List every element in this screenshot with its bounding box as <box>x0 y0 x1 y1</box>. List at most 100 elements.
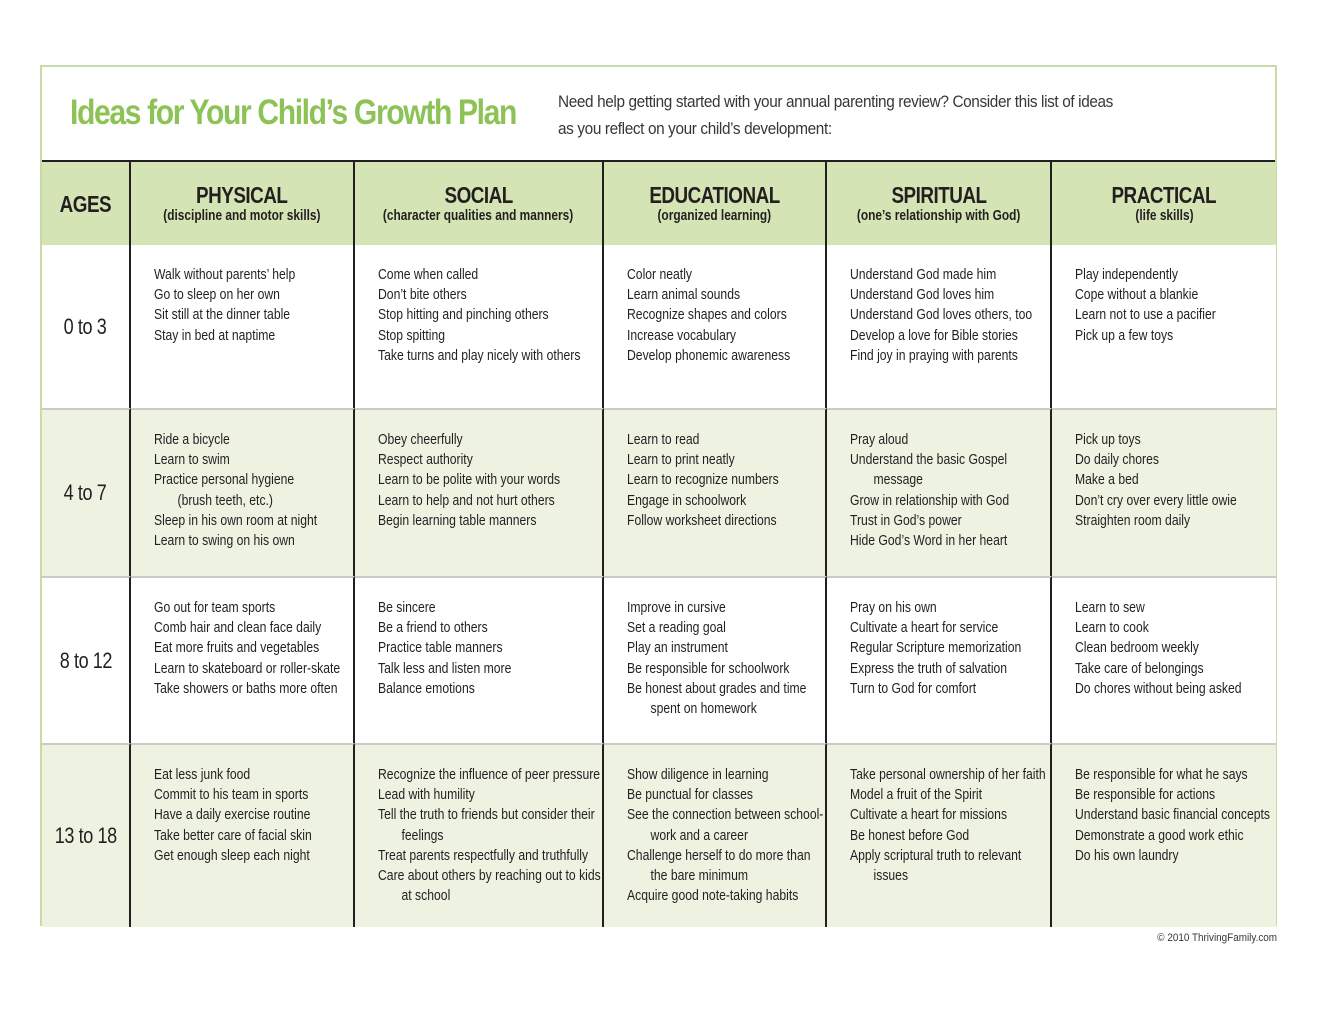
list-item: Ride a bicycle <box>154 432 230 448</box>
list-item: Be responsible for what he says <box>1075 767 1248 783</box>
educational-cell: Improve in cursive Set a reading goal Pl… <box>604 576 827 743</box>
list-item: Pray aloud <box>850 432 909 448</box>
list-item: Understand God loves others, too <box>850 307 1033 324</box>
list-item: Care about others by reaching out to kid… <box>378 868 601 885</box>
educational-list: Learn to read Learn to print neatly Lear… <box>627 430 825 531</box>
spiritual-cell: Take personal ownership of her faith Mod… <box>827 743 1052 927</box>
list-item: Take showers or baths more often <box>154 680 338 697</box>
list-item: Come when called <box>378 267 479 283</box>
list-item-continuation: (brush teeth, etc.) <box>177 492 273 509</box>
list-item: Learn to cook <box>1075 620 1149 637</box>
page-title: Ideas for Your Child’s Growth Plan <box>70 93 517 132</box>
list-item: Express the truth of salvation <box>850 660 1008 677</box>
practical-cell: Play independently Cope without a blanki… <box>1052 245 1276 408</box>
list-item: Recognize the influence of peer pressure <box>378 767 601 783</box>
list-item: Model a fruit of the Spirit <box>850 787 983 804</box>
list-item: Sit still at the dinner table <box>154 307 291 324</box>
educational-list: Color neatly Learn animal sounds Recogni… <box>627 265 825 366</box>
list-item-continuation: work and a career <box>650 827 749 844</box>
list-item-continuation: the bare minimum <box>650 868 748 885</box>
list-item: Understand basic financial concepts <box>1075 807 1270 824</box>
list-item: Get enough sleep each night <box>154 847 310 864</box>
physical-cell: Walk without parents’ help Go to sleep o… <box>131 245 355 408</box>
list-item: Be honest about grades and time <box>627 680 807 697</box>
age-label: 13 to 18 <box>54 823 117 848</box>
header-educational-label: EDUCATIONAL <box>649 181 780 208</box>
list-item: Obey cheerfully <box>378 432 463 448</box>
header-practical-sub: (life skills) <box>1134 207 1194 224</box>
list-item: Learn to swim <box>154 452 230 469</box>
list-item: Take better care of facial skin <box>154 827 312 844</box>
list-item: Be a friend to others <box>378 620 488 637</box>
list-item: Eat less junk food <box>154 767 251 783</box>
physical-list: Eat less junk food Commit to his team in… <box>154 765 353 866</box>
list-item: Learn to sew <box>1075 600 1145 616</box>
list-item: Straighten room daily <box>1075 512 1191 529</box>
list-item: Develop phonemic awareness <box>627 347 791 364</box>
age-cell-0-to-3: 0 to 3 <box>42 245 131 408</box>
list-item: Sleep in his own room at night <box>154 512 318 529</box>
age-label: 0 to 3 <box>64 313 107 339</box>
list-item: Stay in bed at naptime <box>154 327 276 344</box>
list-item: Learn to skateboard or roller-skate <box>154 660 341 677</box>
list-item-continuation: feelings <box>401 827 444 844</box>
list-item: Cultivate a heart for missions <box>850 807 1008 824</box>
educational-list: Show diligence in learning Be punctual f… <box>627 765 825 906</box>
practical-cell: Learn to sew Learn to cook Clean bedroom… <box>1052 576 1276 743</box>
educational-cell: Learn to read Learn to print neatly Lear… <box>604 408 827 576</box>
list-item: Make a bed <box>1075 472 1139 489</box>
list-item: Trust in God’s power <box>850 512 962 529</box>
list-item: Begin learning table manners <box>378 512 537 529</box>
age-label: 8 to 12 <box>59 647 112 673</box>
spiritual-list: Understand God made him Understand God l… <box>850 265 1050 366</box>
header-educational: EDUCATIONAL (organized learning) <box>604 162 827 245</box>
list-item: Stop spitting <box>378 327 446 344</box>
list-item: Understand the basic Gospel <box>850 452 1008 469</box>
list-item-continuation: issues <box>873 868 909 885</box>
list-item: Learn to be polite with your words <box>378 472 561 489</box>
list-item: Balance emotions <box>378 680 475 697</box>
list-item: Pick up toys <box>1075 432 1141 448</box>
list-item: Practice table manners <box>378 640 503 657</box>
list-item: Do his own laundry <box>1075 847 1179 864</box>
educational-list: Improve in cursive Set a reading goal Pl… <box>627 598 825 719</box>
header-social-label: SOCIAL <box>444 181 513 208</box>
list-item: Pray on his own <box>850 600 937 616</box>
physical-list: Walk without parents’ help Go to sleep o… <box>154 265 353 346</box>
intro-text: Need help getting started with your annu… <box>558 89 1190 143</box>
list-item: Be sincere <box>378 600 436 616</box>
list-item: Grow in relationship with God <box>850 492 1010 509</box>
social-cell: Come when called Don’t bite others Stop … <box>355 245 604 408</box>
list-item: Set a reading goal <box>627 620 726 637</box>
header-physical-sub: (discipline and motor skills) <box>163 207 321 224</box>
age-cell-8-to-12: 8 to 12 <box>42 576 131 743</box>
educational-cell: Color neatly Learn animal sounds Recogni… <box>604 245 827 408</box>
header-physical: PHYSICAL (discipline and motor skills) <box>131 162 355 245</box>
list-item: Pick up a few toys <box>1075 327 1174 344</box>
list-item: Find joy in praying with parents <box>850 347 1018 364</box>
list-item: See the connection between school- <box>627 807 824 824</box>
list-item: Eat more fruits and vegetables <box>154 640 320 657</box>
list-item: Regular Scripture memorization <box>850 640 1022 657</box>
social-list: Obey cheerfully Respect authority Learn … <box>378 430 602 531</box>
list-item: Cope without a blankie <box>1075 287 1199 304</box>
list-item: Be responsible for actions <box>1075 787 1216 804</box>
practical-list: Be responsible for what he says Be respo… <box>1075 765 1276 866</box>
header-physical-label: PHYSICAL <box>196 181 288 208</box>
list-item: Do chores without being asked <box>1075 680 1242 697</box>
social-cell: Be sincere Be a friend to others Practic… <box>355 576 604 743</box>
header-spiritual: SPIRITUAL (one’s relationship with God) <box>827 162 1052 245</box>
list-item: Recognize shapes and colors <box>627 307 787 324</box>
list-item: Follow worksheet directions <box>627 512 777 529</box>
growth-plan-sheet: Ideas for Your Child’s Growth Plan Need … <box>40 65 1277 927</box>
age-label: 4 to 7 <box>64 480 107 505</box>
list-item: Understand God loves him <box>850 287 995 304</box>
list-item: Take turns and play nicely with others <box>378 347 581 364</box>
list-item: Don’t bite others <box>378 287 467 304</box>
spiritual-list: Pray on his own Cultivate a heart for se… <box>850 598 1050 699</box>
list-item: Learn to swing on his own <box>154 533 295 550</box>
list-item: Acquire good note-taking habits <box>627 888 799 905</box>
title-band: Ideas for Your Child’s Growth Plan Need … <box>42 67 1275 161</box>
list-item: Understand God made him <box>850 267 997 283</box>
list-item: Cultivate a heart for service <box>850 620 999 637</box>
